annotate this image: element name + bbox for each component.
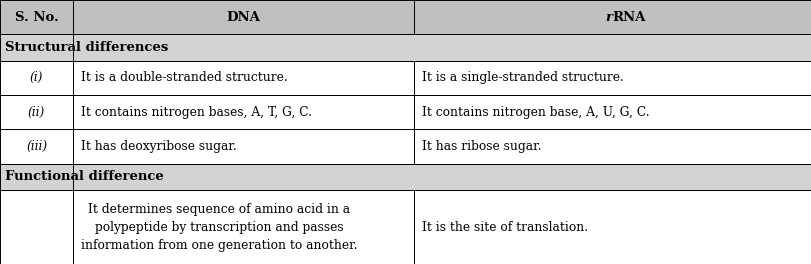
Text: (ii): (ii) — [28, 106, 45, 119]
Bar — [73, 61, 414, 95]
Text: It contains nitrogen base, A, U, G, C.: It contains nitrogen base, A, U, G, C. — [422, 106, 649, 119]
Bar — [414, 129, 811, 164]
Bar — [0, 129, 73, 164]
Text: Structural differences: Structural differences — [5, 41, 168, 54]
Bar — [73, 129, 414, 164]
Text: r: r — [604, 11, 611, 24]
Bar — [73, 190, 414, 264]
Bar — [0, 164, 811, 190]
Text: It determines sequence of amino acid in a
polypeptide by transcription and passe: It determines sequence of amino acid in … — [81, 202, 358, 252]
Text: (iii): (iii) — [26, 140, 47, 153]
Bar — [414, 190, 811, 264]
Text: It has deoxyribose sugar.: It has deoxyribose sugar. — [81, 140, 237, 153]
Bar — [0, 61, 73, 95]
Text: It is the site of translation.: It is the site of translation. — [422, 220, 588, 234]
Text: S. No.: S. No. — [15, 11, 58, 24]
Text: RNA: RNA — [611, 11, 645, 24]
Bar — [73, 95, 414, 129]
Text: (i): (i) — [30, 71, 43, 84]
Bar — [0, 0, 73, 34]
Bar — [0, 34, 811, 61]
Bar — [414, 0, 811, 34]
Bar — [0, 95, 73, 129]
Bar — [73, 0, 414, 34]
Text: It contains nitrogen bases, A, T, G, C.: It contains nitrogen bases, A, T, G, C. — [81, 106, 311, 119]
Text: DNA: DNA — [226, 11, 260, 24]
Text: It is a double-stranded structure.: It is a double-stranded structure. — [81, 71, 288, 84]
Bar — [414, 95, 811, 129]
Bar — [414, 61, 811, 95]
Bar — [0, 190, 73, 264]
Text: Functional difference: Functional difference — [5, 170, 164, 183]
Text: It is a single-stranded structure.: It is a single-stranded structure. — [422, 71, 624, 84]
Text: It has ribose sugar.: It has ribose sugar. — [422, 140, 541, 153]
